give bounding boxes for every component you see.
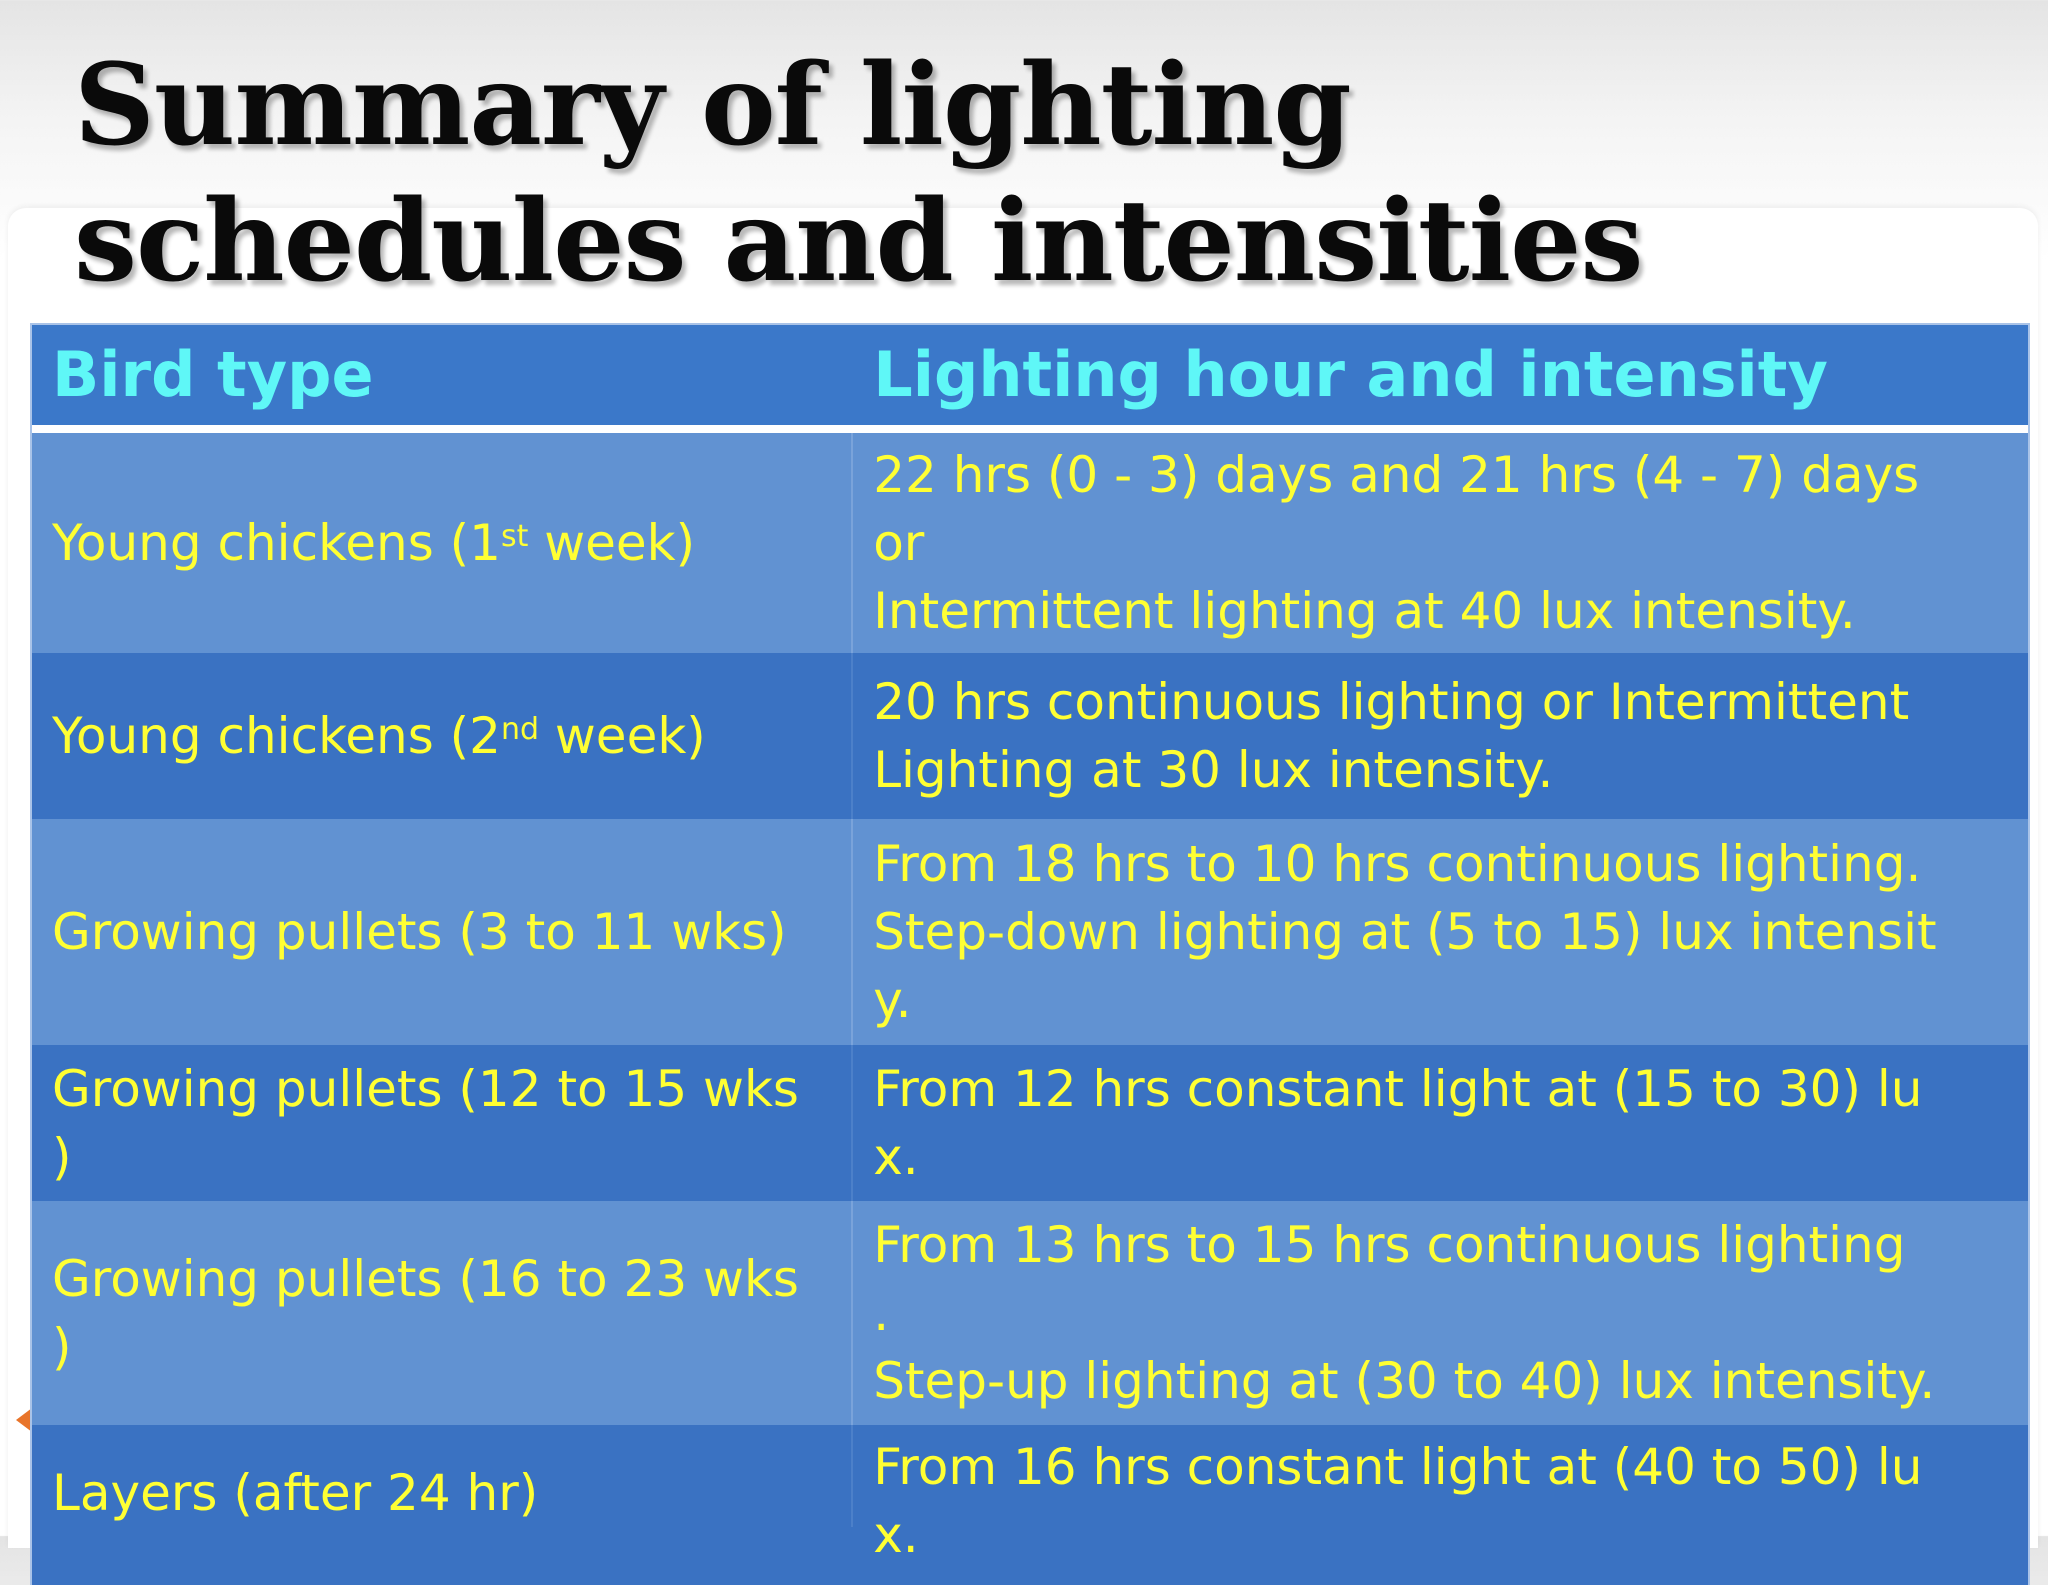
lighting-cell: From 12 hrs constant light at (15 to 30)… — [853, 1045, 2028, 1201]
bird-type-text: Growing pullets (3 to 11 wks) — [52, 903, 787, 961]
table-row: Young chickens (2nd week) 20 hrs continu… — [32, 653, 2028, 819]
lighting-text: 22 hrs (0 - 3) days and 21 hrs (4 - 7) d… — [873, 446, 1920, 640]
slide-title: Summary of lighting schedules and intens… — [74, 40, 1643, 307]
bird-type-cell: Growing pullets (16 to 23 wks ) — [32, 1201, 854, 1425]
table-row: Growing pullets (3 to 11 wks) From 18 hr… — [32, 819, 2028, 1045]
table-row: Layers (after 24 hr) From 16 hrs constan… — [32, 1425, 2028, 1585]
bird-type-cell: Growing pullets (12 to 15 wks ) — [32, 1045, 854, 1201]
lighting-text: From 18 hrs to 10 hrs continuous lightin… — [873, 835, 1937, 1029]
bird-type-cell: Growing pullets (3 to 11 wks) — [32, 819, 854, 1045]
bird-type-text: Layers (after 24 hr) — [52, 1464, 539, 1522]
lighting-schedule-table: Bird type Lighting hour and intensity Yo… — [30, 323, 2030, 1585]
lighting-text: From 12 hrs constant light at (15 to 30)… — [873, 1060, 1923, 1186]
table-row: Growing pullets (12 to 15 wks ) From 12 … — [32, 1045, 2028, 1201]
header-lighting: Lighting hour and intensity — [873, 338, 1828, 411]
table-row: Young chickens (1st week) 22 hrs (0 - 3)… — [32, 433, 2028, 653]
lighting-cell: 20 hrs continuous lighting or Intermitte… — [853, 653, 2028, 819]
header-bird-type: Bird type — [52, 338, 374, 411]
bird-type-text: Growing pullets (12 to 15 wks ) — [52, 1060, 799, 1186]
bird-type-text: Young chickens (2nd week) — [52, 707, 706, 765]
slide-marker-arrow-icon — [16, 1408, 32, 1432]
lighting-cell: 22 hrs (0 - 3) days and 21 hrs (4 - 7) d… — [853, 433, 2028, 653]
table-row: Growing pullets (16 to 23 wks ) From 13 … — [32, 1201, 2028, 1425]
lighting-text: From 13 hrs to 15 hrs continuous lightin… — [873, 1216, 1936, 1410]
bird-type-cell: Young chickens (1st week) — [32, 433, 854, 653]
lighting-cell: From 16 hrs constant light at (40 to 50)… — [853, 1425, 2028, 1569]
bird-type-text: Growing pullets (16 to 23 wks ) — [52, 1250, 799, 1376]
lighting-cell: From 13 hrs to 15 hrs continuous lightin… — [853, 1201, 2028, 1425]
lighting-cell: From 18 hrs to 10 hrs continuous lightin… — [853, 819, 2028, 1045]
lighting-text: 20 hrs continuous lighting or Intermitte… — [873, 673, 1910, 799]
table-header-row: Bird type Lighting hour and intensity — [32, 325, 2028, 433]
bird-type-cell: Layers (after 24 hr) — [32, 1425, 854, 1527]
bird-type-text: Young chickens (1st week) — [52, 514, 696, 572]
bird-type-cell: Young chickens (2nd week) — [32, 653, 854, 819]
lighting-text: From 16 hrs constant light at (40 to 50)… — [873, 1438, 1923, 1564]
